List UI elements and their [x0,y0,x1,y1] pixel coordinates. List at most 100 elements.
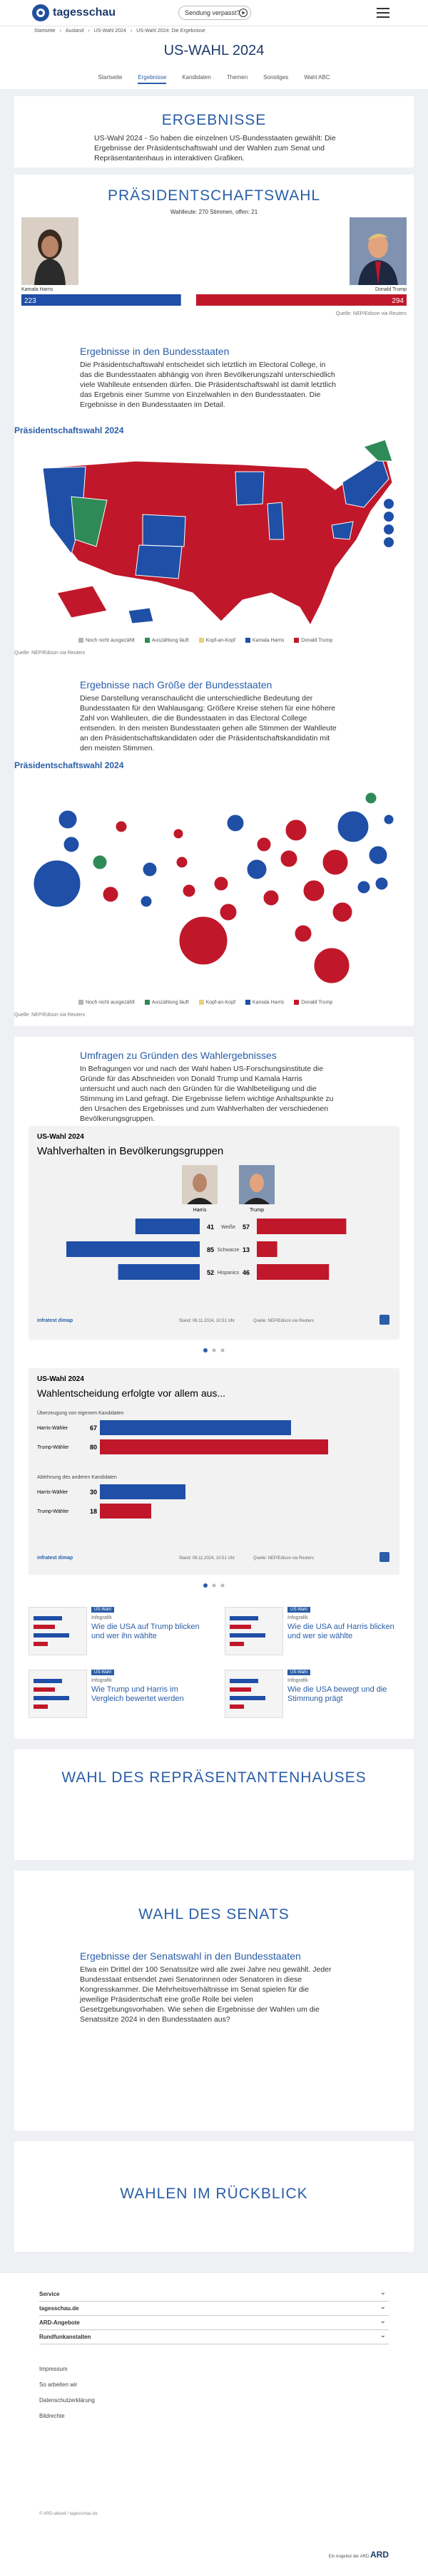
thumb-line [34,1625,55,1629]
value-bar [100,1420,291,1435]
harris-value: 223 [24,297,36,305]
carousel-dots[interactable] [200,1348,228,1353]
harris-photo [21,217,78,285]
legend-swatch [78,638,83,643]
teaser-title: Wie die USA auf Harris blicken und wer s… [287,1623,394,1640]
footer-section[interactable]: Rundfunkanstalten ⌄ [39,2330,389,2344]
card-title: Wahlentscheidung erfolgte vor allem aus.… [37,1387,225,1399]
breadcrumb-item[interactable]: Ausland [65,29,84,33]
section-text: Die Präsidentschaftswahl entscheidet sic… [80,361,337,409]
poll-card: US-Wahl 2024 Wahlverhalten in Bevölkerung… [29,1126,399,1340]
electoral-bar: 223 294 [21,294,407,306]
thumb-line [230,1679,258,1683]
legend-item: Kopf-an-Kopf [198,638,235,643]
trump-value: 46 [243,1269,250,1276]
group-label: Ablehnung des anderen Kandidaten [37,1475,117,1480]
footer-section-label: ARD-Angebote [39,2319,80,2326]
footer-section[interactable]: Service ⌄ [39,2287,389,2302]
thumb-line [230,1625,251,1629]
footer-section[interactable]: tagesschau.de ⌄ [39,2302,389,2316]
legend-swatch [78,1000,83,1005]
section-heading: WAHL DES REPRÄSENTANTENHAUSES [61,1769,367,1786]
trump-value: 13 [243,1246,250,1253]
teaser[interactable]: US-Wahl Infografik Wie die USA bewegt und … [225,1670,403,1719]
logo-text[interactable]: tagesschau [53,6,116,19]
footer-section[interactable]: ARD-Angebote ⌄ [39,2316,389,2330]
footer-section-label: Service [39,2291,60,2297]
teaser-tag: US-Wahl [287,1607,310,1613]
legend: Noch nicht ausgezählt Auszählung läuft Kop… [78,1000,332,1005]
chevron: ⌄ [379,2303,386,2311]
card-title: Wahlverhalten in Bevölkerungsgruppen [37,1145,223,1157]
poll-card: US-Wahl 2024 Wahlentscheidung erfolgte vo… [29,1368,399,1575]
carousel-dots[interactable] [200,1583,228,1588]
us-map [42,440,394,626]
card-chart: US-Wahl 2024 Wahlentscheidung erfolgte vo… [37,1375,389,1562]
share-button[interactable] [379,1315,389,1325]
teaser[interactable]: US-Wahl Infografik Wie Trump und Harris im… [29,1670,207,1719]
nav-tab[interactable]: Ergebnisse [138,74,167,84]
nav-tab[interactable]: Sonstiges [263,74,289,81]
legend-label: Kamala Harris [252,638,285,643]
card-kicker: US-Wahl 2024 [37,1133,84,1141]
legend-item: Noch nicht ausgezählt [78,638,135,643]
legend-label: Noch nicht ausgezählt [86,638,135,643]
nav-tab[interactable]: Startseite [98,74,123,81]
header-area: tagesschau Sendung verpasst? Startseite ›… [0,0,428,89]
senate-box: WAHL DES SENATS Ergebnisse der Senatswah… [14,1871,414,2131]
group-label: Hispanics [218,1271,240,1276]
legend-item: Noch nicht ausgezählt [78,1000,135,1005]
menu-icon[interactable] [377,8,389,18]
house-box: WAHL DES REPRÄSENTANTENHAUSES [14,1749,414,1860]
nav-tab[interactable]: Kandidaten [182,74,211,81]
nav: Startseite Ergebnisse Kandidaten Themen Sons… [0,74,428,84]
value-bar [100,1504,151,1519]
breadcrumb-separator: › [59,29,61,33]
breadcrumb-item[interactable]: US-Wahl 2024 [93,29,126,33]
section-text: In Befragungen vor und nach der Wahl hab… [80,1065,334,1123]
page-title: US-WAHL 2024 [163,43,265,58]
row-value: 30 [90,1489,97,1496]
footer-link[interactable]: Bildrechte [39,2413,65,2419]
breadcrumb-item[interactable]: US-Wahl 2024: Die Ergebnisse [136,29,205,33]
results-box: ERGEBNISSE US-Wahl 2024 - So haben die e… [14,96,414,167]
open-bar [180,294,196,306]
teaser-title: Wie die USA bewegt und die Stimmung präg… [287,1685,387,1703]
teaser-tag: US-Wahl [287,1670,310,1675]
sub-heading: Ergebnisse nach Größe der Bundesstaaten [80,679,272,690]
missed-button[interactable]: Sendung verpasst? [178,6,251,20]
legend-swatch [144,638,150,643]
legend-swatch [245,638,250,643]
trump-photo [350,217,407,285]
copyright: © ARD-aktuell / tagesschau.de [39,2512,98,2516]
thumb-line [34,1696,69,1700]
history-box: WAHLEN IM RÜCKBLICK [14,2141,414,2252]
majority-line: Wahlleute: 270 Stimmen, offen: 21 [14,209,414,215]
nav-tab[interactable]: Wahl ABC [304,74,330,81]
breadcrumb: Startseite › Ausland › US-Wahl 2024 › US-Wahl … [34,29,205,33]
footer-link[interactable]: Datenschutzerklärung [39,2397,95,2404]
legend-item: Donald Trump [294,1000,332,1005]
sub-heading: Umfragen zu Gründen des Wahlergebnisses [80,1050,277,1061]
footer-section-label: tagesschau.de [39,2305,79,2312]
candidate-face [193,1174,207,1192]
footer-link[interactable]: So arbeiten wir [39,2381,78,2388]
breadcrumb-item[interactable]: Startseite [34,29,56,33]
teaser[interactable]: US-Wahl Infografik Wie die USA auf Harris … [225,1607,403,1657]
share-button[interactable] [379,1552,389,1562]
section-heading: PRÄSIDENTSCHAFTSWAHL [107,187,321,204]
logo-icon[interactable] [31,4,50,22]
nav-tab[interactable]: Themen [226,74,248,81]
section-text: Diese Darstellung veranschaulicht die un… [80,694,337,752]
row-value: 67 [90,1424,97,1432]
trump-name: Donald Trump [375,287,407,292]
top-bar: tagesschau Sendung verpasst? [0,0,428,26]
source: Quelle: NEP/Edison via Reuters [14,651,86,656]
thumb-line [34,1642,48,1646]
source: Quelle: NEP/Edison via Reuters [14,1013,86,1018]
teaser[interactable]: US-Wahl Infografik Wie die USA auf Trump b… [29,1607,207,1657]
thumb-line [230,1642,244,1646]
footer-link[interactable]: Impressum [39,2366,68,2372]
thumb-line [230,1705,244,1709]
trump-bar [257,1264,330,1280]
